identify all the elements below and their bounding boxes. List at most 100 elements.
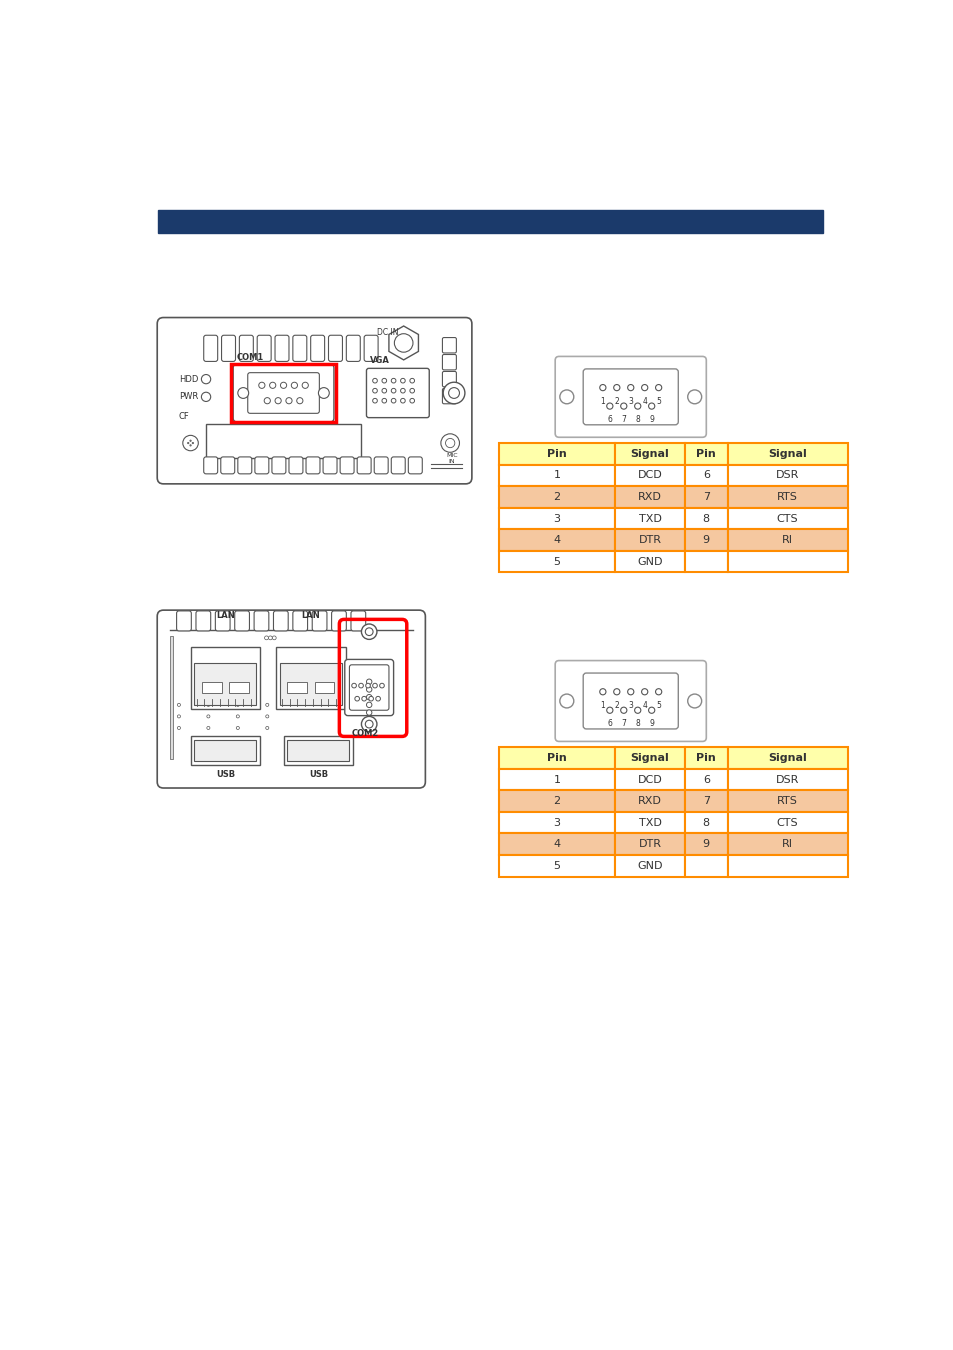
Bar — [191, 647, 260, 709]
Text: Signal: Signal — [767, 448, 806, 459]
Text: 6: 6 — [607, 720, 612, 729]
Bar — [287, 682, 307, 694]
Circle shape — [410, 398, 415, 404]
Bar — [615, 747, 684, 768]
Text: 1: 1 — [599, 701, 604, 710]
Text: DSR: DSR — [775, 470, 799, 481]
Text: Pin: Pin — [696, 448, 716, 459]
Circle shape — [369, 697, 373, 701]
Circle shape — [366, 694, 372, 699]
Circle shape — [201, 374, 211, 383]
Text: Pin: Pin — [696, 753, 716, 763]
FancyBboxPatch shape — [274, 335, 289, 362]
Bar — [684, 790, 727, 811]
Text: 8: 8 — [635, 416, 639, 424]
Bar — [615, 855, 684, 876]
Circle shape — [302, 382, 308, 389]
Circle shape — [266, 716, 269, 718]
Text: 7: 7 — [702, 491, 709, 502]
Bar — [727, 443, 847, 464]
Circle shape — [268, 636, 272, 640]
FancyBboxPatch shape — [220, 456, 234, 474]
Bar — [727, 811, 847, 833]
Circle shape — [606, 404, 612, 409]
Circle shape — [286, 398, 292, 404]
Circle shape — [274, 398, 281, 404]
Circle shape — [687, 390, 700, 404]
Text: 2: 2 — [553, 491, 560, 502]
Circle shape — [440, 433, 459, 452]
Polygon shape — [389, 325, 418, 360]
Circle shape — [266, 726, 269, 729]
Circle shape — [373, 389, 377, 393]
FancyBboxPatch shape — [374, 456, 388, 474]
FancyBboxPatch shape — [289, 456, 303, 474]
FancyBboxPatch shape — [340, 456, 354, 474]
Text: HDD: HDD — [179, 375, 198, 383]
Text: 4: 4 — [641, 397, 646, 406]
Text: 9: 9 — [649, 416, 654, 424]
Bar — [684, 747, 727, 768]
Text: 9: 9 — [649, 720, 654, 729]
Text: MIC
IN: MIC IN — [445, 454, 457, 464]
FancyBboxPatch shape — [312, 612, 327, 630]
Circle shape — [272, 636, 276, 640]
Bar — [498, 508, 615, 529]
Bar — [615, 529, 684, 551]
Circle shape — [620, 404, 626, 409]
Circle shape — [355, 697, 359, 701]
Circle shape — [613, 385, 619, 390]
FancyBboxPatch shape — [442, 355, 456, 370]
Bar — [684, 486, 727, 508]
Bar — [615, 464, 684, 486]
Circle shape — [207, 726, 210, 729]
Circle shape — [634, 707, 640, 713]
Text: 1: 1 — [599, 397, 604, 406]
Text: TXD: TXD — [638, 818, 660, 828]
Circle shape — [365, 683, 370, 688]
Circle shape — [655, 688, 661, 695]
Text: 8: 8 — [702, 818, 709, 828]
Circle shape — [258, 382, 265, 389]
Bar — [498, 855, 615, 876]
Bar — [684, 443, 727, 464]
Circle shape — [373, 378, 377, 383]
Circle shape — [620, 707, 626, 713]
Bar — [498, 486, 615, 508]
Text: RI: RI — [781, 840, 792, 849]
Bar — [727, 551, 847, 572]
Circle shape — [400, 378, 405, 383]
Text: Pin: Pin — [547, 448, 566, 459]
Text: PWR: PWR — [179, 393, 198, 401]
FancyBboxPatch shape — [346, 335, 360, 362]
Text: 4: 4 — [553, 840, 560, 849]
Bar — [727, 833, 847, 855]
Circle shape — [177, 703, 180, 706]
Text: RI: RI — [781, 535, 792, 545]
FancyBboxPatch shape — [344, 659, 394, 716]
Bar — [684, 551, 727, 572]
Bar — [615, 486, 684, 508]
Bar — [615, 443, 684, 464]
Circle shape — [391, 378, 395, 383]
Text: 7: 7 — [702, 796, 709, 806]
FancyBboxPatch shape — [364, 335, 377, 362]
Circle shape — [373, 683, 377, 688]
Text: 5: 5 — [553, 556, 560, 567]
FancyBboxPatch shape — [323, 456, 336, 474]
Circle shape — [358, 683, 363, 688]
Text: 6: 6 — [607, 416, 612, 424]
Circle shape — [236, 703, 239, 706]
Text: TXD: TXD — [638, 513, 660, 524]
Text: DC IN: DC IN — [377, 328, 398, 336]
Circle shape — [270, 382, 275, 389]
Bar — [498, 529, 615, 551]
Bar — [275, 647, 345, 709]
FancyBboxPatch shape — [274, 612, 288, 630]
Bar — [727, 790, 847, 811]
FancyBboxPatch shape — [442, 389, 456, 404]
Bar — [615, 790, 684, 811]
Circle shape — [207, 703, 210, 706]
Text: Signal: Signal — [767, 753, 806, 763]
FancyBboxPatch shape — [234, 612, 249, 630]
